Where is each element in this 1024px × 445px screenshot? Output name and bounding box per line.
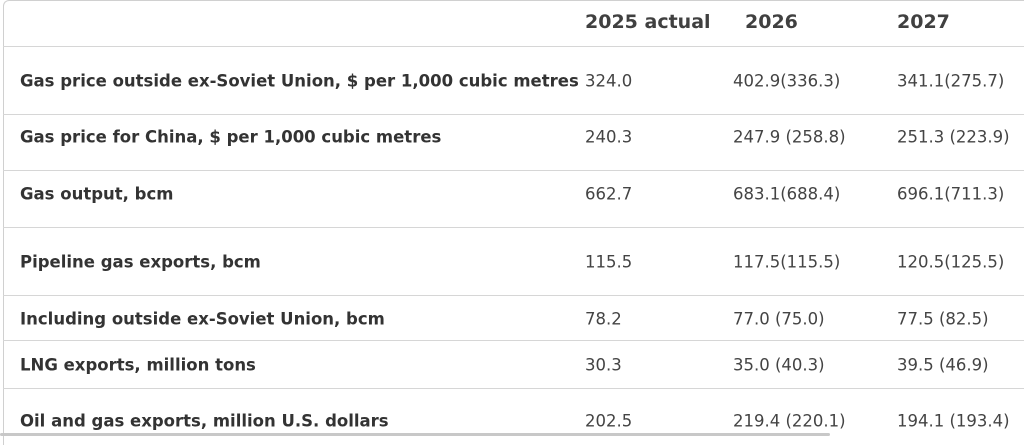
cell-value: 251.3 (223.9) xyxy=(897,127,1010,147)
row-label: Pipeline gas exports, bcm xyxy=(20,252,261,272)
cell-value: 194.1 (193.4) xyxy=(897,411,1010,431)
row-label: Including outside ex-Soviet Union, bcm xyxy=(20,309,385,329)
row-divider xyxy=(3,340,1024,341)
cell-value: 120.5(125.5) xyxy=(897,252,1005,272)
cell-value: 77.0 (75.0) xyxy=(733,309,825,329)
row-divider xyxy=(3,114,1024,115)
row-divider xyxy=(3,227,1024,228)
row-label: Gas price for China, $ per 1,000 cubic m… xyxy=(20,127,442,147)
cell-value: 115.5 xyxy=(585,252,633,272)
cell-value: 219.4 (220.1) xyxy=(733,411,846,431)
row-divider xyxy=(3,46,1024,47)
row-divider xyxy=(3,170,1024,171)
cell-value: 662.7 xyxy=(585,184,633,204)
row-label: LNG exports, million tons xyxy=(20,355,256,375)
cell-value: 117.5(115.5) xyxy=(733,252,841,272)
column-header: 2027 xyxy=(897,11,950,33)
cell-value: 247.9 (258.8) xyxy=(733,127,846,147)
cell-value: 202.5 xyxy=(585,411,633,431)
cell-value: 683.1(688.4) xyxy=(733,184,841,204)
cell-value: 30.3 xyxy=(585,355,622,375)
cell-value: 77.5 (82.5) xyxy=(897,309,989,329)
row-divider xyxy=(3,295,1024,296)
row-label: Gas price outside ex-Soviet Union, $ per… xyxy=(20,71,579,91)
row-divider xyxy=(3,388,1024,389)
cell-value: 240.3 xyxy=(585,127,633,147)
cell-value: 35.0 (40.3) xyxy=(733,355,825,375)
cell-value: 402.9(336.3) xyxy=(733,71,841,91)
cell-value: 78.2 xyxy=(585,309,622,329)
row-label: Gas output, bcm xyxy=(20,184,174,204)
cell-value: 39.5 (46.9) xyxy=(897,355,989,375)
cell-value: 341.1(275.7) xyxy=(897,71,1005,91)
cell-value: 324.0 xyxy=(585,71,633,91)
column-header: 2025 actual xyxy=(585,11,711,33)
column-header: 2026 xyxy=(745,11,798,33)
scrollbar[interactable] xyxy=(0,433,830,436)
table-frame xyxy=(3,0,1024,445)
row-label: Oil and gas exports, million U.S. dollar… xyxy=(20,411,389,431)
cell-value: 696.1(711.3) xyxy=(897,184,1005,204)
